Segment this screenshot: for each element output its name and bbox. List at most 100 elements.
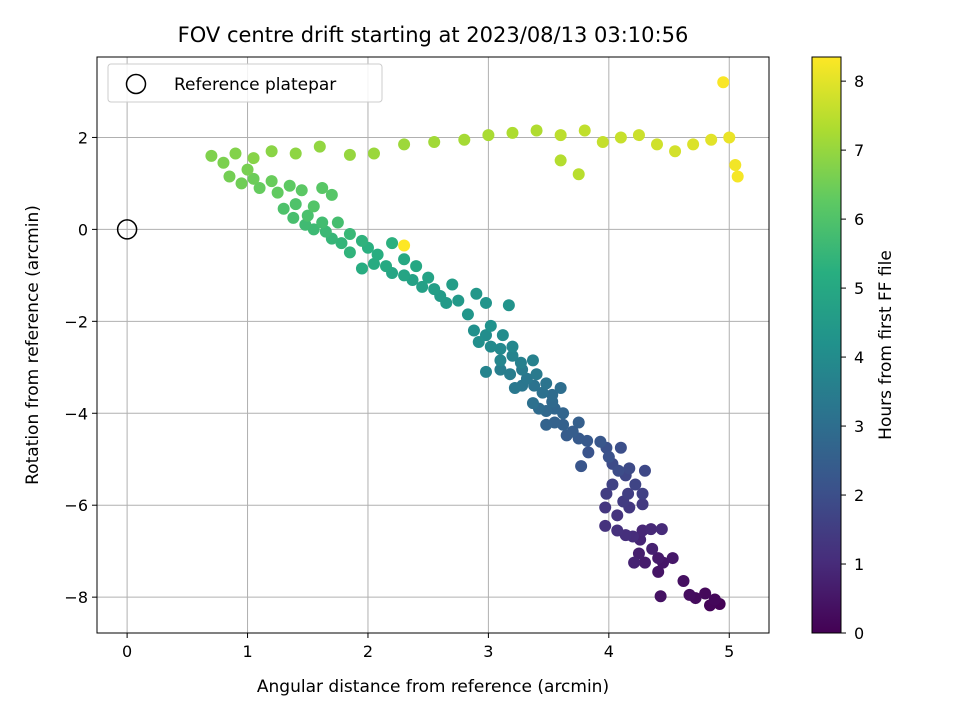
colorbar-tick-label: 1 — [854, 555, 864, 574]
colorbar-tick-label: 6 — [854, 210, 864, 229]
scatter-point — [398, 253, 411, 266]
scatter-point — [636, 498, 649, 511]
colorbar-tick-label: 5 — [854, 279, 864, 298]
scatter-point — [253, 182, 266, 195]
y-tick-label: −4 — [64, 404, 88, 423]
scatter-point — [723, 131, 736, 144]
scatter-point — [600, 487, 613, 500]
scatter-point — [458, 133, 471, 146]
y-tick-label: 2 — [78, 128, 88, 147]
scatter-point — [446, 278, 459, 291]
scatter-point — [530, 368, 543, 381]
scatter-point — [669, 145, 682, 158]
scatter-point — [554, 129, 567, 142]
scatter-point — [367, 257, 380, 270]
x-tick-label: 5 — [724, 642, 734, 661]
scatter-point — [217, 156, 230, 169]
scatter-point — [484, 319, 497, 332]
scatter-point — [367, 147, 380, 160]
scatter-point — [289, 198, 302, 211]
scatter-point — [599, 501, 612, 514]
scatter-point — [410, 260, 423, 273]
x-axis-ticks: 0 1 2 3 4 5 — [122, 633, 734, 661]
colorbar-ticks: 0 1 2 3 4 5 6 7 8 — [841, 72, 864, 643]
scatter-point — [299, 218, 312, 231]
scatter-point — [241, 163, 254, 176]
scatter-point — [301, 209, 314, 222]
colorbar-tick-label: 3 — [854, 417, 864, 436]
scatter-point — [283, 179, 296, 192]
plot-frame — [96, 56, 770, 634]
scatter-point — [705, 133, 718, 146]
scatter-point — [289, 147, 302, 160]
scatter-point — [271, 186, 284, 199]
colorbar-gradient — [811, 56, 842, 634]
scatter-point — [277, 202, 290, 215]
scatter-point — [629, 478, 642, 491]
scatter-point — [638, 556, 651, 569]
scatter-point — [729, 159, 742, 172]
scatter-point — [295, 184, 308, 197]
colorbar-tick-label: 2 — [854, 486, 864, 505]
scatter-point — [355, 234, 368, 247]
x-tick-label: 1 — [242, 642, 252, 661]
colorbar-tick-label: 7 — [854, 141, 864, 160]
scatter-point — [731, 170, 744, 183]
scatter-point — [265, 175, 278, 188]
scatter-point — [514, 356, 527, 369]
legend-marker — [125, 73, 147, 95]
scatter-point — [526, 397, 539, 410]
scatter-point — [472, 336, 485, 349]
scatter-point — [717, 76, 730, 89]
scatter-point — [611, 509, 624, 522]
scatter-point — [484, 340, 497, 353]
scatter-point — [572, 416, 585, 429]
scatter-point — [594, 435, 607, 448]
scatter-point — [343, 227, 356, 240]
scatter-point — [467, 324, 480, 337]
scatter-point — [428, 283, 441, 296]
colorbar-tick-label: 8 — [854, 72, 864, 91]
scatter-point — [461, 308, 474, 321]
scatter-point — [205, 149, 218, 162]
scatter-point — [632, 129, 645, 142]
scatter-point — [666, 552, 679, 565]
scatter-point — [223, 170, 236, 183]
scatter-point — [506, 126, 519, 139]
scatter-point — [482, 129, 495, 142]
scatter-point — [416, 280, 429, 293]
scatter-point — [652, 552, 665, 565]
scatter-point — [504, 368, 517, 381]
scatter-point — [554, 154, 567, 167]
scatter-point — [479, 296, 492, 309]
scatter-point — [622, 487, 635, 500]
scatter-point — [470, 287, 483, 300]
scatter-point — [502, 299, 515, 312]
scatter-point — [636, 487, 649, 500]
scatter-point — [343, 246, 356, 259]
scatter-point — [398, 138, 411, 151]
scatter-point — [479, 365, 492, 378]
scatter-point — [611, 524, 624, 537]
scatter-point — [654, 590, 667, 603]
scatter-point — [599, 519, 612, 532]
legend-entry: Reference platepar — [174, 75, 336, 95]
x-tick-label: 0 — [122, 642, 132, 661]
legend-box — [107, 63, 383, 103]
scatter-point — [428, 136, 441, 149]
scatter-point — [651, 138, 663, 151]
scatter-point — [566, 425, 579, 438]
scatter-point — [628, 556, 641, 569]
scatter-point — [494, 342, 507, 355]
scatter-point — [614, 441, 627, 454]
scatter-point — [578, 124, 591, 137]
scatter-point — [699, 587, 712, 600]
scatter-point — [380, 260, 393, 273]
scatter-point — [596, 136, 609, 149]
x-tick-label: 2 — [363, 642, 373, 661]
scatter-point — [331, 216, 344, 229]
x-axis-label: Angular distance from reference (arcmin) — [257, 677, 609, 697]
scatter-point — [638, 464, 651, 477]
scatter-point — [335, 237, 348, 250]
scatter-point — [582, 446, 595, 459]
